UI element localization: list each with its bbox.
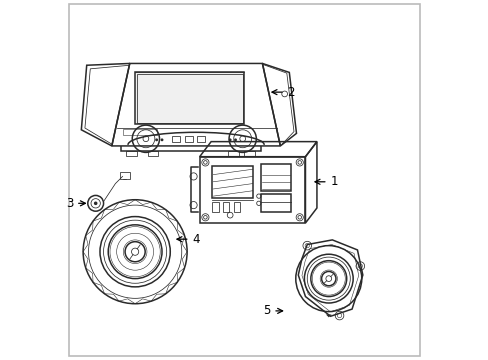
Bar (126, 151, 137, 156)
Bar (135, 72, 244, 125)
Bar (199, 157, 305, 223)
Bar (260, 194, 290, 212)
Bar (184, 136, 192, 142)
Bar (137, 74, 242, 123)
Polygon shape (325, 315, 331, 318)
Bar (197, 136, 204, 142)
Circle shape (228, 138, 231, 141)
Bar (120, 172, 130, 179)
Circle shape (94, 202, 97, 205)
Bar (147, 151, 158, 156)
Text: 3: 3 (65, 197, 85, 210)
Circle shape (155, 138, 158, 141)
Bar (172, 136, 180, 142)
Bar (228, 151, 239, 156)
Bar (244, 151, 255, 156)
Circle shape (234, 138, 237, 141)
Text: 2: 2 (271, 86, 294, 99)
Bar (223, 202, 229, 212)
Circle shape (160, 138, 163, 141)
Text: 4: 4 (177, 233, 200, 246)
Text: 5: 5 (263, 305, 282, 318)
Bar (212, 202, 218, 212)
Bar (260, 164, 290, 191)
Bar (233, 202, 240, 212)
Bar (122, 129, 156, 135)
Text: 1: 1 (314, 175, 337, 188)
Bar (212, 166, 253, 198)
